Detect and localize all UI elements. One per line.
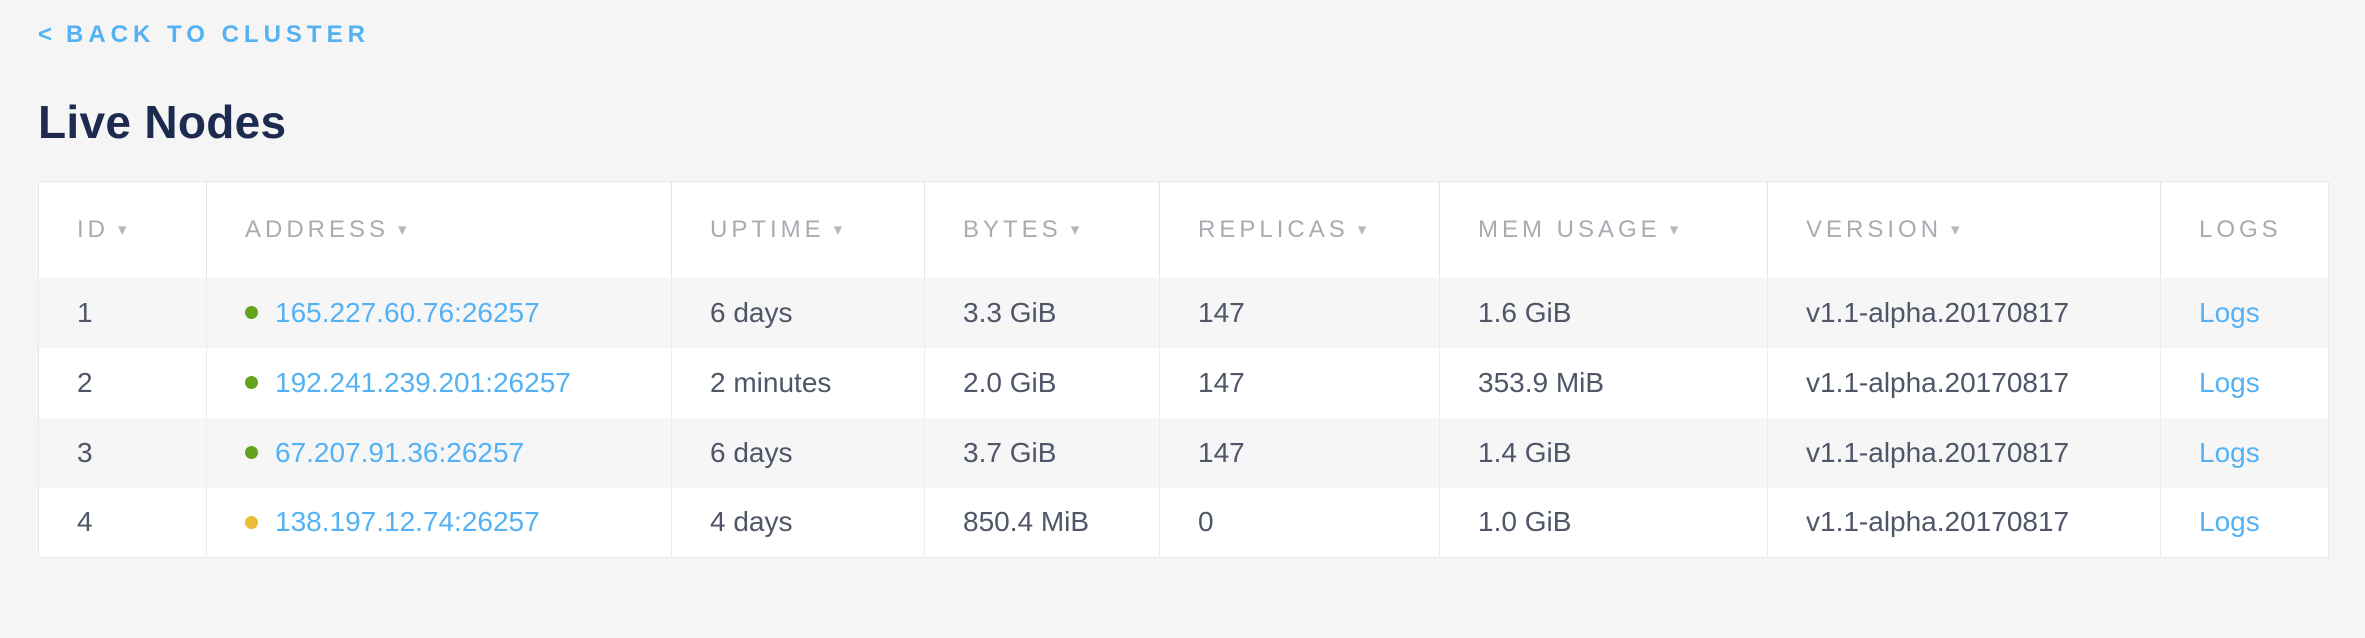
table-row: 3 67.207.91.36:26257 6 days 3.7 GiB 147 …	[38, 417, 2329, 488]
node-mem-usage-cell: 1.4 GiB	[1439, 417, 1768, 488]
node-id-cell: 2	[38, 347, 207, 418]
column-header-mem_usage[interactable]: MEM USAGE ▾	[1439, 181, 1768, 278]
node-logs-cell: Logs	[2160, 347, 2329, 418]
node-uptime-cell: 2 minutes	[671, 347, 925, 418]
node-version-cell: v1.1-alpha.20170817	[1767, 347, 2161, 418]
node-replicas-cell: 147	[1159, 417, 1440, 488]
column-header-id[interactable]: ID ▾	[38, 181, 207, 278]
page-title: Live Nodes	[38, 96, 287, 148]
column-header-label: REPLICAS	[1198, 215, 1349, 243]
table-row: 2 192.241.239.201:26257 2 minutes 2.0 Gi…	[38, 347, 2329, 418]
node-replicas-cell: 147	[1159, 277, 1440, 348]
node-uptime-cell: 4 days	[671, 487, 925, 558]
table-row: 4 138.197.12.74:26257 4 days 850.4 MiB 0…	[38, 487, 2329, 558]
node-status-dot-icon	[245, 376, 258, 389]
column-header-version[interactable]: VERSION ▾	[1767, 181, 2161, 278]
node-logs-cell: Logs	[2160, 487, 2329, 558]
logs-link[interactable]: Logs	[2199, 436, 2260, 468]
node-version-cell: v1.1-alpha.20170817	[1767, 417, 2161, 488]
column-header-replicas[interactable]: REPLICAS ▾	[1159, 181, 1440, 278]
node-mem-usage-cell: 1.0 GiB	[1439, 487, 1768, 558]
column-header-uptime[interactable]: UPTIME ▾	[671, 181, 925, 278]
column-header-label: BYTES	[963, 215, 1062, 243]
node-address-link[interactable]: 192.241.239.201:26257	[275, 366, 571, 398]
sort-arrow-icon: ▾	[1951, 219, 1960, 239]
node-uptime-cell: 6 days	[671, 277, 925, 348]
node-logs-cell: Logs	[2160, 277, 2329, 348]
node-address-link[interactable]: 67.207.91.36:26257	[275, 436, 525, 468]
column-header-label: VERSION	[1806, 215, 1943, 243]
node-address-link[interactable]: 165.227.60.76:26257	[275, 296, 540, 328]
node-bytes-cell: 850.4 MiB	[924, 487, 1160, 558]
node-address-link[interactable]: 138.197.12.74:26257	[275, 506, 540, 538]
node-mem-usage-cell: 1.6 GiB	[1439, 277, 1768, 348]
node-status-dot-icon	[245, 306, 258, 319]
live-nodes-table: ID ▾ ADDRESS ▾ UPTIME ▾ BYTES ▾ REPLICAS ▾ ME…	[38, 181, 2329, 558]
back-to-cluster-link[interactable]: < BACK TO CLUSTER	[38, 21, 370, 49]
back-chevron-icon: <	[38, 21, 53, 48]
column-header-label: MEM USAGE	[1478, 215, 1661, 243]
sort-arrow-icon: ▾	[1669, 219, 1679, 239]
logs-link[interactable]: Logs	[2199, 506, 2260, 538]
node-id-cell: 3	[38, 417, 207, 488]
table-header-row: ID ▾ ADDRESS ▾ UPTIME ▾ BYTES ▾ REPLICAS ▾ ME…	[38, 181, 2329, 278]
node-address-cell: 138.197.12.74:26257	[206, 487, 672, 558]
live-nodes-page: < BACK TO CLUSTER Live Nodes ID ▾ ADDRESS…	[38, 21, 2329, 558]
node-version-cell: v1.1-alpha.20170817	[1767, 277, 2161, 348]
sort-arrow-icon: ▾	[1357, 219, 1367, 239]
logs-link[interactable]: Logs	[2199, 366, 2260, 398]
table-row: 1 165.227.60.76:26257 6 days 3.3 GiB 147…	[38, 277, 2329, 348]
column-header-label: UPTIME	[710, 215, 825, 243]
node-bytes-cell: 3.7 GiB	[924, 417, 1160, 488]
node-address-cell: 192.241.239.201:26257	[206, 347, 672, 418]
column-header-address[interactable]: ADDRESS ▾	[206, 181, 672, 278]
sort-arrow-icon: ▾	[1070, 219, 1080, 239]
node-uptime-cell: 6 days	[671, 417, 925, 488]
sort-arrow-icon: ▾	[833, 219, 843, 239]
logs-link[interactable]: Logs	[2199, 296, 2260, 328]
column-header-bytes[interactable]: BYTES ▾	[924, 181, 1160, 278]
node-replicas-cell: 147	[1159, 347, 1440, 418]
node-address-cell: 165.227.60.76:26257	[206, 277, 672, 348]
column-header-label: ADDRESS	[245, 215, 390, 243]
back-link-label: BACK TO CLUSTER	[66, 21, 370, 48]
node-address-cell: 67.207.91.36:26257	[206, 417, 672, 488]
node-version-cell: v1.1-alpha.20170817	[1767, 487, 2161, 558]
node-logs-cell: Logs	[2160, 417, 2329, 488]
node-replicas-cell: 0	[1159, 487, 1440, 558]
sort-arrow-icon: ▾	[118, 219, 127, 239]
node-bytes-cell: 2.0 GiB	[924, 347, 1160, 418]
node-status-dot-icon	[245, 446, 258, 459]
node-mem-usage-cell: 353.9 MiB	[1439, 347, 1768, 418]
node-id-cell: 4	[38, 487, 207, 558]
node-bytes-cell: 3.3 GiB	[924, 277, 1160, 348]
node-id-cell: 1	[38, 277, 207, 348]
node-status-dot-icon	[245, 515, 258, 529]
sort-arrow-icon: ▾	[398, 219, 407, 239]
column-header-logs: LOGS	[2160, 181, 2329, 278]
column-header-label: LOGS	[2199, 215, 2282, 243]
column-header-label: ID	[77, 215, 109, 243]
